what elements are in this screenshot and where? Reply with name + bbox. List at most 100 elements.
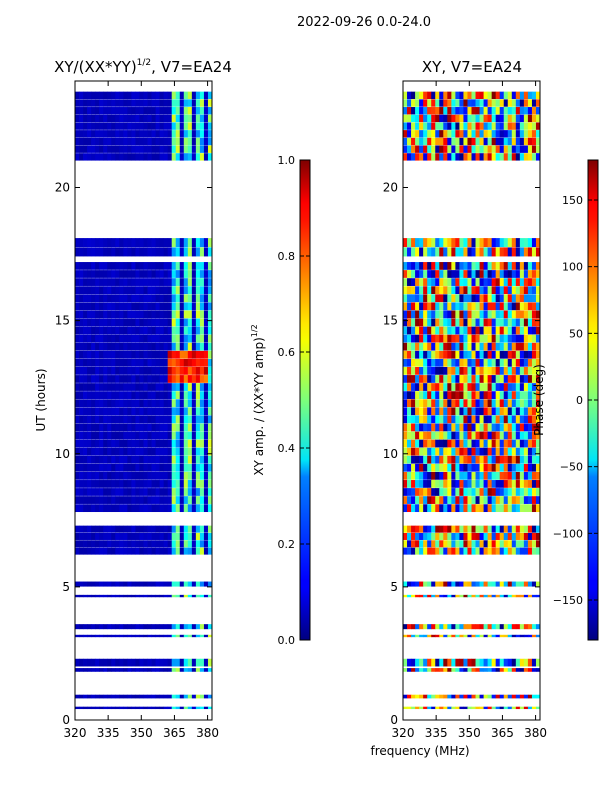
heatmap-cell <box>507 286 513 295</box>
heatmap-cell <box>463 122 468 130</box>
heatmap-cell <box>435 525 440 533</box>
heatmap-cell <box>151 375 156 383</box>
heatmap-cell <box>203 310 209 319</box>
heatmap-cell <box>403 391 408 399</box>
heatmap-cell <box>447 658 452 667</box>
heatmap-cell <box>79 286 84 295</box>
heatmap-cell <box>151 581 156 587</box>
heatmap-cell <box>523 496 529 504</box>
heatmap-cell <box>423 399 428 408</box>
heatmap-cell <box>447 694 452 699</box>
heatmap-cell <box>503 137 509 146</box>
heatmap-cell <box>535 694 541 699</box>
heatmap-cell <box>487 496 493 504</box>
heatmap-cell <box>439 278 444 286</box>
heatmap-cell <box>419 455 424 464</box>
heatmap-cell <box>87 455 92 464</box>
heatmap-cell <box>163 447 169 456</box>
heatmap-cell <box>527 278 533 286</box>
amplitude-colorbar-label: XY amp. / (XX*YY amp)1/2 <box>250 324 266 475</box>
heatmap-cell <box>99 668 104 672</box>
heatmap-cell <box>419 318 424 327</box>
heatmap-cell <box>407 496 412 504</box>
heatmap-cell <box>495 594 501 598</box>
heatmap-cell <box>403 463 408 472</box>
heatmap-cell <box>195 431 201 440</box>
heatmap-cell <box>139 391 144 399</box>
heatmap-cell <box>419 415 424 424</box>
heatmap-cell <box>151 358 156 367</box>
heatmap-cell <box>111 504 116 513</box>
heatmap-cell <box>411 447 416 456</box>
heatmap-cell <box>143 540 148 548</box>
heatmap-cell <box>183 318 189 327</box>
heatmap-cell <box>155 415 161 424</box>
heatmap-cell <box>411 145 416 153</box>
heatmap-cell <box>131 278 136 286</box>
heatmap-cell <box>467 407 472 416</box>
heatmap-cell <box>483 488 489 496</box>
heatmap-cell <box>95 391 100 399</box>
heatmap-cell <box>511 247 517 257</box>
heatmap-cell <box>195 375 201 383</box>
heatmap-cell <box>423 439 428 448</box>
x-tick-label: 365 <box>491 726 514 740</box>
heatmap-cell <box>103 525 108 533</box>
heatmap-cell <box>503 278 509 286</box>
heatmap-cell <box>207 547 213 555</box>
heatmap-cell <box>171 383 177 391</box>
heatmap-cell <box>167 262 173 270</box>
heatmap-cell <box>487 310 493 319</box>
heatmap-cell <box>507 270 513 278</box>
heatmap-cell <box>467 238 472 248</box>
heatmap-cell <box>443 350 448 359</box>
heatmap-cell <box>183 694 189 699</box>
heatmap-cell <box>407 350 412 359</box>
heatmap-cell <box>191 532 197 540</box>
heatmap-cell <box>199 358 205 367</box>
heatmap-cell <box>191 334 197 343</box>
heatmap-cell <box>95 415 100 424</box>
heatmap-cell <box>475 99 480 107</box>
heatmap-cell <box>187 532 193 540</box>
heatmap-cell <box>75 634 80 638</box>
heatmap-cell <box>407 532 412 540</box>
heatmap-cell <box>75 706 80 710</box>
heatmap-cell <box>455 431 460 440</box>
heatmap-cell <box>95 594 100 598</box>
heatmap-cell <box>499 247 505 257</box>
heatmap-cell <box>183 463 189 472</box>
heatmap-cell <box>187 294 193 303</box>
heatmap-cell <box>115 431 120 440</box>
heatmap-cell <box>519 624 525 630</box>
heatmap-cell <box>147 407 152 416</box>
heatmap-cell <box>175 547 181 555</box>
heatmap-cell <box>167 415 173 424</box>
heatmap-cell <box>519 525 525 533</box>
heatmap-cell <box>207 367 213 375</box>
heatmap-cell <box>523 238 529 248</box>
heatmap-cell <box>119 634 124 638</box>
heatmap-cell <box>499 383 505 391</box>
heatmap-cell <box>151 423 156 432</box>
heatmap-cell <box>503 504 509 513</box>
heatmap-cell <box>151 278 156 286</box>
heatmap-cell <box>111 367 116 375</box>
heatmap-cell <box>531 145 537 153</box>
heatmap-cell <box>123 399 128 408</box>
heatmap-cell <box>431 91 436 100</box>
phase-colorbar-label: Phase (deg) <box>532 364 546 436</box>
heatmap-cell <box>447 358 452 367</box>
heatmap-cell <box>123 447 128 456</box>
heatmap-cell <box>199 326 205 335</box>
x-tick-label: 365 <box>163 726 186 740</box>
heatmap-cell <box>447 455 452 464</box>
heatmap-cell <box>475 431 480 440</box>
heatmap-cell <box>179 278 185 286</box>
heatmap-cell <box>179 326 185 335</box>
heatmap-cell <box>175 463 181 472</box>
heatmap-cell <box>523 145 529 153</box>
heatmap-cell <box>83 153 88 161</box>
heatmap-cell <box>423 423 428 432</box>
heatmap-cell <box>123 334 128 343</box>
